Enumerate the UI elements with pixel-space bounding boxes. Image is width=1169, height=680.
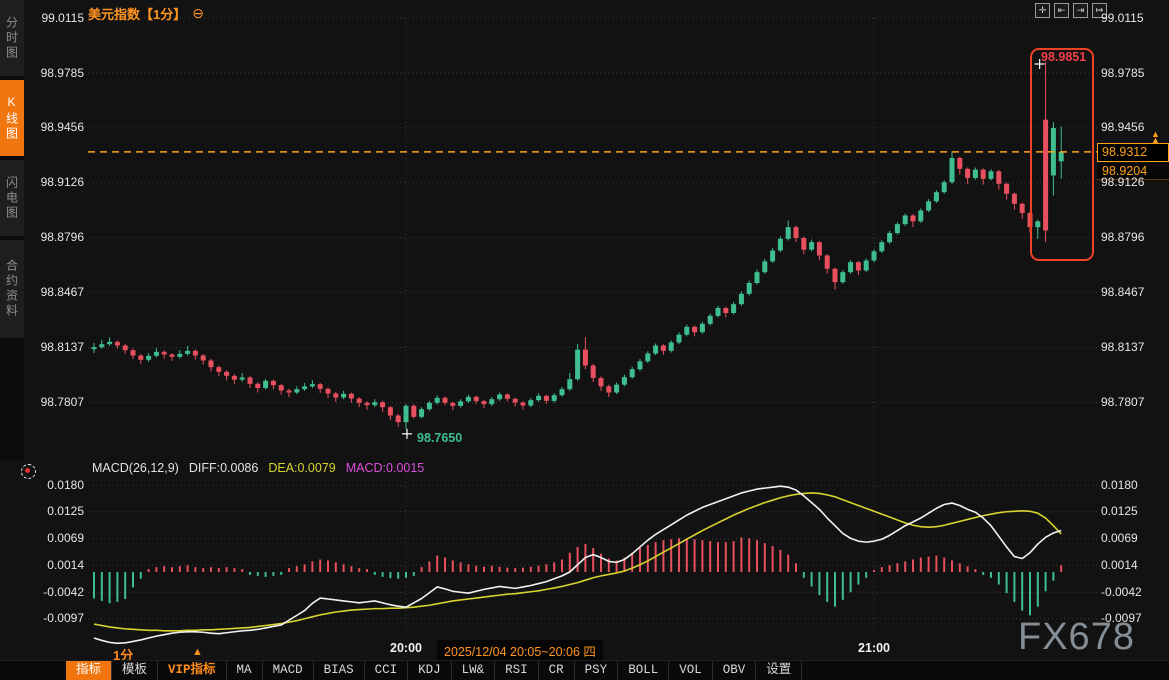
- sidebar-item-闪电图[interactable]: 闪电图: [0, 160, 24, 236]
- price-axis-right-label: 99.0115: [1101, 10, 1144, 25]
- toolbar-tab-设置[interactable]: 设置: [756, 661, 803, 680]
- price-axis-left-label: 99.0115: [41, 10, 85, 25]
- price-axis-left-label: 98.7807: [40, 395, 84, 410]
- toolbar-tab-KDJ[interactable]: KDJ: [408, 661, 452, 680]
- price-axis-left-label: 98.9785: [40, 65, 84, 80]
- macd-axis-right-label: -0.0097: [1101, 611, 1142, 626]
- crosshair-move-icon[interactable]: ✛: [1035, 3, 1050, 18]
- toolbar-tab-RSI[interactable]: RSI: [495, 661, 539, 680]
- toolbar-tab-BOLL[interactable]: BOLL: [618, 661, 670, 680]
- session-low-label: 98.7650: [417, 431, 463, 445]
- price-axis-left-label: 98.8137: [40, 340, 84, 355]
- macd-axis-right-label: 0.0180: [1101, 477, 1138, 492]
- price-axis-right-label: 98.9785: [1101, 65, 1145, 80]
- price-axis-left-label: 98.9456: [40, 120, 84, 135]
- axis-zoom-out-icon[interactable]: ⇥: [1073, 3, 1088, 18]
- toolbar-tab-VIP指标[interactable]: VIP指标: [158, 661, 227, 680]
- zoom-out-icon[interactable]: ⊖: [192, 5, 204, 21]
- page-title: 美元指数【1分】 ⊖: [88, 4, 204, 23]
- toolbar-tab-LW&[interactable]: LW&: [452, 661, 496, 680]
- price-axis-right-label: 98.8467: [1101, 285, 1145, 300]
- sidebar-item-K线图[interactable]: K线图: [0, 80, 24, 156]
- macd-axis-left-label: 0.0069: [47, 531, 84, 546]
- macd-dea-value: DEA:0.0079: [268, 461, 336, 475]
- macd-axis-right-label: -0.0042: [1101, 584, 1142, 599]
- chart-type-sidebar: 分时图 K线图闪电图合约资料: [0, 0, 24, 460]
- axis-zoom-in-icon[interactable]: ⇤: [1054, 3, 1069, 18]
- pan-right-icon[interactable]: ↦: [1092, 3, 1107, 18]
- macd-axis-left-label: 0.0180: [47, 477, 84, 492]
- sidebar-item-分时图[interactable]: 分时图: [0, 0, 24, 76]
- macd-axis-right-label: 0.0125: [1101, 504, 1138, 519]
- macd-axis-right-label: 0.0014: [1101, 557, 1138, 572]
- macd-diff-value: DIFF:0.0086: [188, 461, 259, 475]
- indicator-target-icon[interactable]: [21, 464, 36, 479]
- sidebar-item-合约资料[interactable]: 合约资料: [0, 240, 24, 338]
- toolbar-tab-CCI[interactable]: CCI: [365, 661, 409, 680]
- toolbar-tab-指标[interactable]: 指标: [66, 661, 113, 680]
- toolbar-tab-BIAS[interactable]: BIAS: [314, 661, 365, 680]
- price-axis-right-label: 98.8137: [1101, 340, 1145, 355]
- macd-axis-right-label: 0.0069: [1101, 531, 1138, 546]
- period-label[interactable]: 1分: [113, 648, 134, 663]
- price-axis-left-label: 98.8467: [40, 285, 84, 300]
- macd-hist-value: MACD:0.0015: [345, 461, 425, 475]
- toolbar-tab-OBV[interactable]: OBV: [713, 661, 757, 680]
- session-time-tag: 2025/12/04 20:05~20:06 四: [437, 640, 603, 662]
- price-axis-right-label: 98.9126: [1101, 175, 1145, 190]
- price-axis-right-label: 98.9456: [1101, 120, 1145, 135]
- macd-axis-left-label: -0.0097: [43, 611, 84, 626]
- toolbar-tab-CR[interactable]: CR: [539, 661, 575, 680]
- macd-formula: MACD(26,12,9): [92, 461, 179, 475]
- symbol-title: 美元指数【1分】: [88, 7, 187, 22]
- time-axis-label: 20:00: [390, 641, 422, 655]
- macd-axis-left-label: 0.0014: [47, 557, 84, 572]
- toolbar-tab-MACD[interactable]: MACD: [263, 661, 314, 680]
- price-axis-right-label: 98.8796: [1101, 230, 1145, 245]
- toolbar-tab-VOL[interactable]: VOL: [669, 661, 713, 680]
- time-axis-label: 21:00: [858, 641, 890, 655]
- macd-axis-left-label: -0.0042: [43, 584, 84, 599]
- fx678-watermark: FX678: [1018, 616, 1135, 658]
- last-price-tag: 98.9312: [1097, 143, 1169, 162]
- prev-price-tag: 98.9204: [1097, 163, 1169, 180]
- price-axis-left-label: 98.8796: [40, 230, 84, 245]
- price-up-marker-icon: ▲ ▲: [1151, 129, 1160, 145]
- collapse-arrow-icon[interactable]: ▲: [192, 646, 203, 658]
- price-axis-left-label: 98.9126: [40, 175, 84, 190]
- chart-tool-icons: ✛ ⇤ ⇥ ↦: [1035, 3, 1107, 18]
- toolbar-tab-模板[interactable]: 模板: [112, 661, 159, 680]
- session-high-label: 98.9851: [1041, 50, 1087, 64]
- indicator-toolbar: 指标 模板 VIP指标 MA MACD BIAS CCI KDJ LW& RSI CR PSY BOLL…: [0, 660, 1169, 680]
- macd-indicator-header: MACD(26,12,9) DIFF:0.0086 DEA:0.0079 MAC…: [92, 461, 424, 475]
- toolbar-tab-MA[interactable]: MA: [227, 661, 263, 680]
- toolbar-tab-PSY[interactable]: PSY: [575, 661, 619, 680]
- price-axis-right-label: 98.7807: [1101, 395, 1145, 410]
- macd-axis-left-label: 0.0125: [47, 504, 84, 519]
